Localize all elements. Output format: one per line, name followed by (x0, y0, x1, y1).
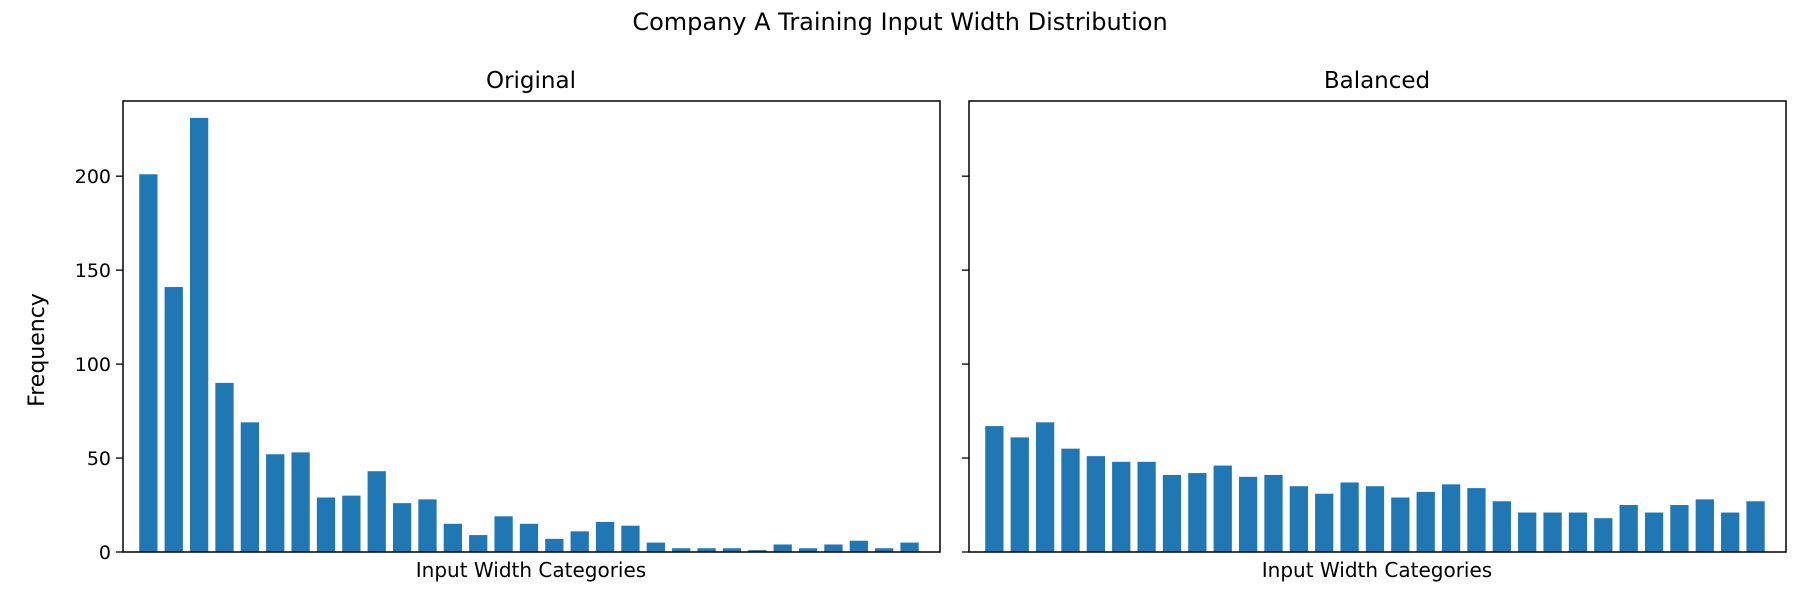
original-bar-16 (519, 523, 539, 552)
original-y-tick-label: 0 (99, 542, 111, 564)
original-bar-30 (875, 548, 894, 552)
balanced-bar-1 (985, 426, 1004, 552)
balanced-bar-8 (1162, 474, 1182, 552)
original-bar-7 (291, 452, 310, 552)
original-bar-8 (316, 497, 336, 552)
original-bar-24 (722, 548, 742, 552)
original-y-tick-label: 150 (75, 260, 111, 282)
balanced-bar-13 (1289, 486, 1308, 552)
original-bar-23 (697, 548, 716, 552)
original-x-axis-label: Input Width Categories (416, 558, 646, 582)
balanced-bar-23 (1543, 512, 1562, 552)
original-y-tick-label: 200 (75, 166, 111, 188)
original-bar-5 (240, 422, 259, 552)
balanced-bar-28 (1670, 505, 1689, 552)
balanced-axes-frame (968, 100, 1787, 553)
balanced-bar-14 (1315, 493, 1334, 552)
balanced-bar-16 (1365, 486, 1385, 552)
original-axes-frame (122, 100, 941, 553)
balanced-bar-7 (1137, 461, 1156, 552)
balanced-panel-title: Balanced (1324, 68, 1430, 94)
original-bar-31 (900, 542, 919, 552)
original-bar-6 (266, 454, 285, 552)
original-bar-4 (215, 382, 234, 553)
original-bar-13 (443, 523, 462, 552)
balanced-bar-24 (1568, 512, 1588, 552)
original-bar-11 (392, 503, 412, 552)
original-bar-12 (418, 499, 437, 552)
original-bar-29 (849, 540, 868, 552)
balanced-bar-19 (1441, 484, 1461, 552)
original-bar-2 (164, 287, 183, 552)
original-bar-19 (595, 521, 615, 552)
y-axis-label: Frequency (25, 293, 50, 407)
original-bar-14 (469, 535, 488, 552)
balanced-bar-5 (1086, 456, 1105, 552)
original-bar-10 (367, 471, 386, 552)
original-bar-25 (748, 550, 767, 552)
balanced-bar-29 (1695, 499, 1714, 552)
balanced-bar-10 (1213, 465, 1232, 552)
balanced-x-axis-label: Input Width Categories (1262, 558, 1492, 582)
original-y-tick-label: 100 (75, 354, 111, 376)
balanced-bar-6 (1112, 461, 1131, 552)
original-y-tick-label: 50 (87, 448, 111, 470)
balanced-bar-3 (1035, 422, 1055, 552)
balanced-bar-26 (1619, 505, 1638, 552)
original-bar-9 (342, 495, 361, 553)
original-bar-28 (824, 544, 843, 552)
original-bar-3 (189, 117, 209, 552)
original-panel-title: Original (486, 68, 576, 94)
original-bar-15 (494, 516, 513, 552)
balanced-bar-15 (1340, 482, 1359, 552)
balanced-bar-17 (1391, 497, 1410, 552)
balanced-bar-11 (1238, 476, 1258, 552)
balanced-bar-22 (1518, 512, 1537, 552)
original-panel: Original Input Width Categories 0 50 100 15… (75, 68, 941, 582)
original-bar-21 (646, 542, 665, 552)
balanced-bar-30 (1721, 512, 1740, 552)
balanced-bar-31 (1746, 501, 1765, 552)
balanced-bar-27 (1644, 512, 1664, 552)
balanced-bar-2 (1010, 437, 1029, 552)
balanced-panel: Balanced Input Width Categories (962, 68, 1787, 582)
balanced-bar-4 (1061, 448, 1080, 552)
original-bar-26 (773, 544, 792, 552)
original-bar-18 (570, 531, 589, 552)
original-bar-20 (621, 525, 640, 552)
balanced-bar-18 (1416, 491, 1435, 552)
original-bar-22 (672, 548, 691, 552)
figure-title: Company A Training Input Width Distribut… (632, 8, 1167, 36)
balanced-bar-12 (1264, 474, 1283, 552)
original-bar-27 (798, 548, 818, 552)
balanced-bar-21 (1492, 501, 1511, 552)
balanced-bar-20 (1467, 488, 1486, 552)
balanced-bar-25 (1594, 518, 1613, 552)
original-bar-17 (545, 538, 564, 552)
original-bar-1 (139, 174, 158, 553)
balanced-bar-9 (1188, 473, 1207, 552)
